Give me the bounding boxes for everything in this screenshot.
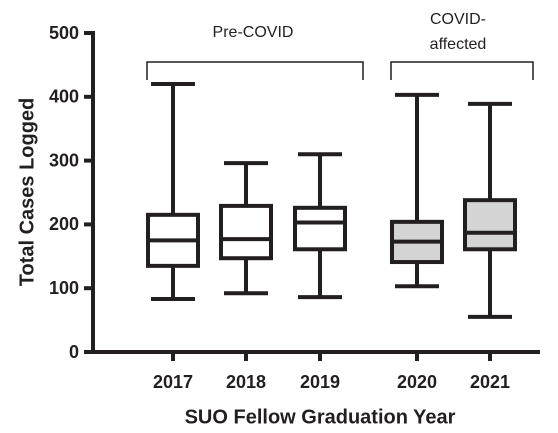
y-tick-label: 400 xyxy=(49,87,79,107)
annotation: COVID- xyxy=(430,11,486,28)
y-tick-label: 200 xyxy=(49,214,79,234)
bracket xyxy=(146,61,364,80)
y-tick-label: 500 xyxy=(49,23,79,43)
box xyxy=(463,198,517,252)
box xyxy=(219,203,273,261)
x-axis-title: SUO Fellow Graduation Year xyxy=(185,406,456,428)
x-tick-label: 2021 xyxy=(470,372,510,392)
annotation: affected xyxy=(430,36,487,53)
x-tick-label: 2017 xyxy=(153,372,193,392)
annotation: Pre-COVID xyxy=(213,24,294,41)
box xyxy=(293,205,347,252)
bracket xyxy=(390,61,534,80)
x-tick-label: 2019 xyxy=(300,372,340,392)
x-tick-label: 2020 xyxy=(397,372,437,392)
y-tick-label: 300 xyxy=(49,150,79,170)
y-axis-title: Total Cases Logged xyxy=(16,98,38,287)
x-tick-label: 2018 xyxy=(226,372,266,392)
y-tick-label: 0 xyxy=(69,342,79,362)
y-tick-label: 100 xyxy=(49,278,79,298)
